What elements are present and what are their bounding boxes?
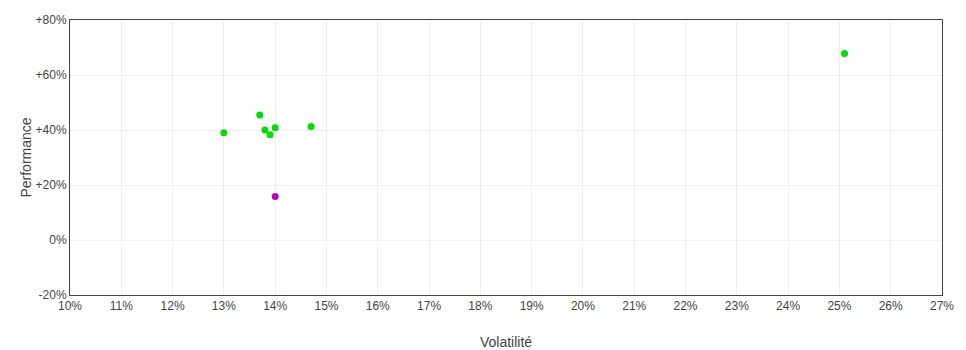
svg-text:21%: 21% — [622, 299, 646, 313]
svg-text:0%: 0% — [49, 233, 67, 247]
svg-text:15%: 15% — [314, 299, 338, 313]
svg-text:27%: 27% — [930, 299, 954, 313]
svg-text:+80%: +80% — [36, 13, 67, 27]
svg-text:19%: 19% — [520, 299, 544, 313]
svg-text:+40%: +40% — [36, 123, 67, 137]
svg-text:-20%: -20% — [39, 288, 67, 302]
svg-text:26%: 26% — [879, 299, 903, 313]
svg-text:+60%: +60% — [36, 68, 67, 82]
svg-text:22%: 22% — [674, 299, 698, 313]
svg-text:13%: 13% — [212, 299, 236, 313]
svg-text:25%: 25% — [827, 299, 851, 313]
svg-text:17%: 17% — [417, 299, 441, 313]
svg-text:11%: 11% — [110, 299, 133, 313]
svg-text:18%: 18% — [468, 299, 492, 313]
svg-text:16%: 16% — [366, 299, 390, 313]
svg-text:14%: 14% — [263, 299, 287, 313]
svg-text:12%: 12% — [161, 299, 185, 313]
svg-text:23%: 23% — [725, 299, 749, 313]
svg-text:10%: 10% — [58, 299, 82, 313]
svg-text:Volatilité: Volatilité — [480, 334, 532, 350]
svg-text:Performance: Performance — [18, 117, 34, 197]
svg-text:+20%: +20% — [36, 178, 67, 192]
svg-text:20%: 20% — [571, 299, 595, 313]
svg-text:24%: 24% — [776, 299, 800, 313]
